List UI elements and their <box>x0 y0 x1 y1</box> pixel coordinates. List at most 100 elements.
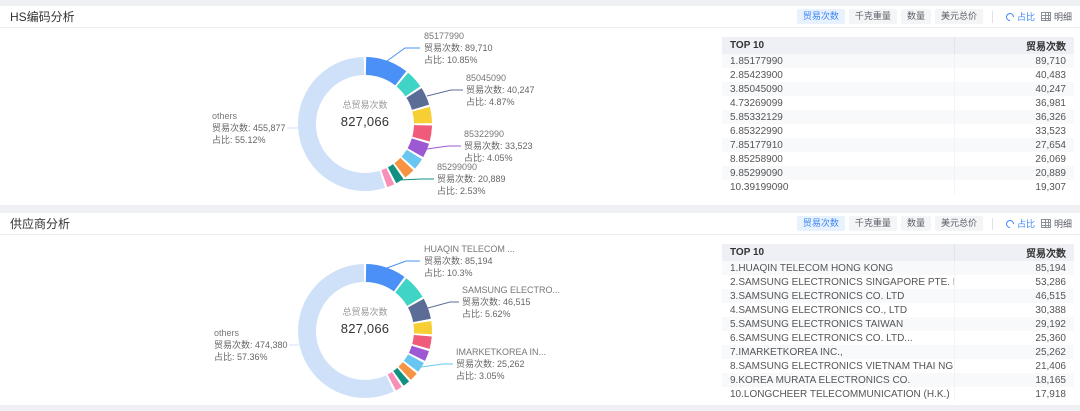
rank-label: 1.85177990 <box>730 55 783 67</box>
callout-others: others 贸易次数: 455,877 占比: 55.12% <box>212 111 286 145</box>
callout-segment-3: 85045090 贸易次数: 40,247 占比: 4.87% <box>466 73 535 107</box>
donut-chart-svg <box>287 47 463 191</box>
trade-count-value: 40,483 <box>953 68 1074 82</box>
rank-label: 9.85299090 <box>730 167 783 179</box>
metric-button-kg-weight[interactable]: 千克重量 <box>848 9 897 24</box>
donut-segment[interactable] <box>401 149 423 169</box>
table-header-trade-count: 贸易次数 <box>953 244 1074 261</box>
metric-toolbar: 贸易次数 千克重量 数量 美元总价 占比 明细 <box>793 9 1072 24</box>
metric-button-quantity[interactable]: 数量 <box>900 9 931 24</box>
toolbar-divider <box>991 10 993 23</box>
callout-segment-1: HUAQIN TELECOM ... 贸易次数: 85,194 占比: 10.3… <box>424 244 515 278</box>
donut-segment[interactable] <box>395 278 423 306</box>
callout-others: others 贸易次数: 474,380 占比: 57.36% <box>214 328 288 362</box>
table-row: 2.SAMSUNG ELECTRONICS SINGAPORE PTE. LTD… <box>722 275 1074 289</box>
center-total-value: 827,066 <box>340 321 390 336</box>
rank-label: 6.85322990 <box>730 125 783 137</box>
table-row: 10.39199090 19,307 <box>722 180 1074 194</box>
metric-button-trade-count[interactable]: 贸易次数 <box>796 9 845 24</box>
table-header-trade-count: 贸易次数 <box>953 37 1074 54</box>
donut-segment[interactable] <box>412 335 432 349</box>
donut-chart-suppliers: 总贸易次数 827,066 HUAQIN TELECOM ... 贸易次数: 8… <box>0 235 722 405</box>
table-row: 4.73269099 36,981 <box>722 96 1074 110</box>
donut-segment[interactable] <box>365 57 407 86</box>
table-grid-icon <box>1040 219 1051 228</box>
callout-segment-7: IMARKETKOREA IN... 贸易次数: 25,262 占比: 3.05… <box>456 347 547 381</box>
donut-segment[interactable] <box>398 362 417 380</box>
detail-view-button[interactable]: 明细 <box>1040 10 1072 23</box>
donut-segment[interactable] <box>412 125 432 142</box>
callout-segment-1: 85177990 贸易次数: 89,710 占比: 10.85% <box>424 31 493 65</box>
page-title: HS编码分析 <box>10 10 75 24</box>
donut-segment[interactable] <box>387 164 404 184</box>
panel-header: HS编码分析 贸易次数 千克重量 数量 美元总价 占比 明细 <box>0 6 1080 28</box>
metric-button-usd-total[interactable]: 美元总价 <box>934 9 983 24</box>
rank-label: 7.85177910 <box>730 139 783 151</box>
callout-leader-line <box>386 260 420 269</box>
metric-button-kg-weight[interactable]: 千克重量 <box>848 216 897 231</box>
ratio-view-button[interactable]: 占比 <box>1004 10 1035 23</box>
trade-count-value: 17,918 <box>953 387 1074 401</box>
trade-count-value: 18,165 <box>953 373 1074 387</box>
table-row: 3.85045090 40,247 <box>722 82 1074 96</box>
trade-count-value: 33,523 <box>953 124 1074 138</box>
rank-label: 8.85258900 <box>730 153 783 165</box>
table-row: 10.LONGCHEER TELECOMMUNICATION (H.K.) 17,… <box>722 387 1074 401</box>
table-row: 1.HUAQIN TELECOM HONG KONG 85,194 <box>722 261 1074 275</box>
rank-label: 1.HUAQIN TELECOM HONG KONG <box>730 262 894 274</box>
donut-segment[interactable] <box>407 138 430 158</box>
top10-table: TOP 10 贸易次数 1.85177990 89,710 2.85423900 40… <box>722 37 1074 194</box>
callout-segment-9: 85299090 贸易次数: 20,889 占比: 2.53% <box>437 162 506 196</box>
donut-segment[interactable] <box>387 371 402 391</box>
trade-count-value: 27,654 <box>953 138 1074 152</box>
panel-header: 供应商分析 贸易次数 千克重量 数量 美元总价 占比 明细 <box>0 213 1080 235</box>
rank-label: 5.SAMSUNG ELECTRONICS TAIWAN <box>730 318 904 330</box>
donut-segment[interactable] <box>297 57 386 191</box>
table-header-row: TOP 10 贸易次数 <box>722 244 1074 261</box>
trade-count-value: 30,388 <box>953 303 1074 317</box>
toolbar-divider <box>991 217 993 230</box>
donut-segment[interactable] <box>412 106 432 124</box>
ratio-chart-icon <box>1004 10 1016 23</box>
table-header-rank: TOP 10 <box>722 244 954 261</box>
metric-button-usd-total[interactable]: 美元总价 <box>934 216 983 231</box>
donut-segment[interactable] <box>403 354 424 372</box>
supplier-analysis-panel: 供应商分析 贸易次数 千克重量 数量 美元总价 占比 明细 <box>0 213 1080 405</box>
rank-label: 2.85423900 <box>730 69 783 81</box>
top10-table-area: TOP 10 贸易次数 1.85177990 89,710 2.85423900 40… <box>722 28 1080 205</box>
callout-leader-line <box>426 145 461 150</box>
metric-button-quantity[interactable]: 数量 <box>900 216 931 231</box>
callout-leader-line <box>399 178 434 181</box>
metric-button-trade-count[interactable]: 贸易次数 <box>796 216 845 231</box>
donut-segment[interactable] <box>365 264 405 292</box>
ratio-view-button[interactable]: 占比 <box>1004 217 1035 230</box>
rank-label: 8.SAMSUNG ELECTRONICS VIETNAM THAI NG <box>730 360 954 372</box>
donut-segment[interactable] <box>381 168 395 188</box>
rank-label: 10.LONGCHEER TELECOMMUNICATION (H.K.) <box>730 388 950 400</box>
donut-segment[interactable] <box>406 88 430 110</box>
table-row: 9.KOREA MURATA ELECTRONICS CO. 18,165 <box>722 373 1074 387</box>
detail-view-button[interactable]: 明细 <box>1040 217 1072 230</box>
ratio-chart-icon <box>1004 217 1016 230</box>
table-row: 8.85258900 26,069 <box>722 152 1074 166</box>
donut-segment[interactable] <box>396 72 421 97</box>
metric-toolbar: 贸易次数 千克重量 数量 美元总价 占比 明细 <box>793 216 1072 231</box>
panel-body: 总贸易次数 827,066 85177990 贸易次数: 89,710 占比: … <box>0 28 1080 205</box>
table-row: 2.85423900 40,483 <box>722 68 1074 82</box>
donut-segment[interactable] <box>393 367 410 386</box>
donut-segment[interactable] <box>408 345 429 361</box>
trade-count-value: 26,069 <box>953 152 1074 166</box>
trade-count-value: 25,262 <box>953 345 1074 359</box>
table-row: 7.IMARKETKOREA INC., 25,262 <box>722 345 1074 359</box>
table-grid-icon <box>1040 12 1051 21</box>
donut-chart-hs-codes: 总贸易次数 827,066 85177990 贸易次数: 89,710 占比: … <box>0 28 722 205</box>
table-row: 4.SAMSUNG ELECTRONICS CO., LTD 30,388 <box>722 303 1074 317</box>
donut-segment[interactable] <box>298 264 394 398</box>
hs-code-analysis-panel: HS编码分析 贸易次数 千克重量 数量 美元总价 占比 明细 <box>0 6 1080 205</box>
donut-center-total: 总贸易次数 827,066 <box>300 98 430 129</box>
donut-segment[interactable] <box>413 321 432 335</box>
rank-label: 5.85332129 <box>730 111 783 123</box>
donut-segment[interactable] <box>394 157 414 178</box>
callout-segment-3: SAMSUNG ELECTRO... 贸易次数: 46,515 占比: 5.62… <box>462 285 561 319</box>
donut-segment[interactable] <box>407 298 431 323</box>
